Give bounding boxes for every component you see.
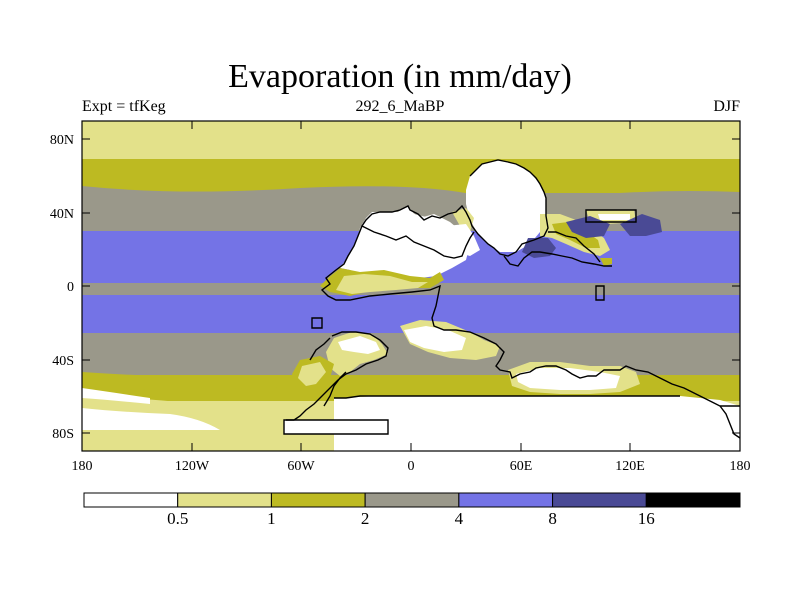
colorbar-swatch [177, 492, 272, 508]
y-tick-label: 80N [50, 133, 74, 148]
colorbar-swatch [552, 492, 647, 508]
colorbar-swatch [270, 492, 366, 508]
colorbar-swatch [645, 492, 741, 508]
map-field [82, 121, 740, 451]
eurasia [430, 160, 662, 266]
x-tick-label: 180 [730, 459, 751, 474]
map-title: Evaporation (in mm/day) [228, 58, 572, 95]
colorbar-label: 16 [638, 509, 655, 528]
band-equator [82, 283, 740, 295]
colorbar: 0.5 1 2 4 8 16 [83, 492, 741, 528]
x-tick-label: 0 [408, 459, 415, 474]
x-tick-label: 60W [287, 459, 315, 474]
colorbar-label: 1 [267, 509, 276, 528]
australia-antarctica [284, 362, 740, 451]
x-tick-label: 120E [615, 459, 645, 474]
north-america [320, 206, 470, 296]
y-tick-label: 0 [67, 280, 74, 295]
x-tick-marks [81, 121, 741, 451]
y-tick-marks [82, 138, 740, 434]
y-tick-label: 40S [52, 354, 74, 369]
x-tick-label: 180 [72, 459, 93, 474]
colorbar-label: 8 [548, 509, 557, 528]
y-tick-label: 80S [52, 427, 74, 442]
season-label: DJF [713, 98, 740, 115]
colorbar-label: 2 [361, 509, 370, 528]
colorbar-swatch [458, 492, 554, 508]
south-america [292, 332, 388, 396]
colorbar-label: 0.5 [167, 509, 188, 528]
colorbar-swatch [364, 492, 460, 508]
colorbar-label: 4 [455, 509, 464, 528]
period-label: 292_6_MaBP [355, 98, 445, 115]
africa [400, 320, 500, 360]
coastlines [283, 159, 740, 439]
experiment-label: Expt = tfKeg [82, 98, 166, 115]
x-tick-label: 60E [510, 459, 533, 474]
colorbar-swatch [83, 492, 179, 508]
y-tick-label: 40N [50, 207, 74, 222]
x-tick-label: 120W [175, 459, 210, 474]
